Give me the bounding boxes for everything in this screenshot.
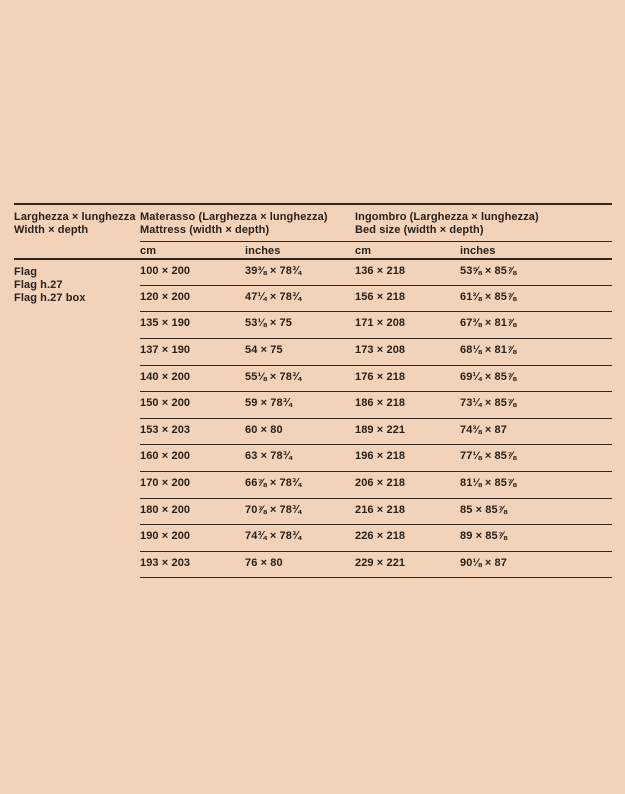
mattress-cm-value: 137 × 190: [140, 337, 245, 365]
mattress-inches-value: 76 × 80: [245, 551, 355, 578]
bed-inches-value: 74⅜ × 87: [460, 417, 612, 445]
mattress-cm-value: 180 × 200: [140, 497, 245, 525]
mattress-inches-value: 74¾ × 78¾: [245, 524, 355, 551]
bed-inches-value: 89 × 85⅞: [460, 524, 612, 551]
mattress-cm-value: 135 × 190: [140, 311, 245, 338]
bed-cm-value: 176 × 218: [355, 364, 460, 392]
column-header-bedsize-en: Bed size (width × depth): [355, 224, 484, 236]
bed-inches-value: 61⅜ × 85⅞: [460, 284, 612, 312]
mattress-inches-value: 53⅛ × 75: [245, 311, 355, 338]
bed-inches-value: 67⅜ × 81⅞: [460, 311, 612, 338]
bed-inches-value: 69¼ × 85⅞: [460, 364, 612, 392]
mattress-inches-value: 63 × 78¾: [245, 444, 355, 471]
unit-header-bed-inches: inches: [460, 241, 612, 258]
bed-inches-value: 90⅛ × 87: [460, 551, 612, 578]
mattress-inches-value: 54 × 75: [245, 337, 355, 365]
mattress-cm-value: 160 × 200: [140, 444, 245, 471]
product-label-flag-h27-box: Flag h.27 box: [14, 292, 86, 304]
unit-header-spacer: [14, 241, 140, 258]
bed-cm-value: 229 × 221: [355, 551, 460, 578]
mattress-cm-value: 190 × 200: [140, 524, 245, 551]
mattress-inches-value: 70⅞ × 78¾: [245, 497, 355, 525]
mattress-cm-value: 140 × 200: [140, 364, 245, 392]
column-header-mattress-it: Materasso (Larghezza × lunghezza): [140, 211, 328, 223]
product-label-flag-h27: Flag h.27: [14, 279, 63, 291]
column-header-dimensions-it: Larghezza × lunghezza: [14, 211, 136, 223]
mattress-cm-value: 193 × 203: [140, 551, 245, 578]
bed-cm-value: 136 × 218: [355, 258, 460, 285]
column-header-dimensions: Larghezza × lunghezza Width × depth: [14, 203, 140, 241]
bed-inches-value: 85 × 85⅞: [460, 497, 612, 525]
dimensions-table: Larghezza × lunghezza Width × depth Mate…: [14, 203, 612, 578]
unit-header-mattress-cm: cm: [140, 241, 245, 258]
bed-cm-value: 156 × 218: [355, 284, 460, 312]
bed-cm-value: 171 × 208: [355, 311, 460, 338]
mattress-inches-value: 66⅞ × 78¾: [245, 471, 355, 498]
bed-cm-value: 196 × 218: [355, 444, 460, 471]
mattress-cm-value: 170 × 200: [140, 471, 245, 498]
mattress-inches-value: 59 × 78¾: [245, 391, 355, 418]
mattress-cm-value: 153 × 203: [140, 417, 245, 445]
product-labels: Flag Flag h.27 Flag h.27 box: [14, 258, 140, 578]
bed-cm-value: 189 × 221: [355, 417, 460, 445]
mattress-cm-value: 100 × 200: [140, 258, 245, 285]
bed-cm-value: 206 × 218: [355, 471, 460, 498]
unit-header-mattress-inches: inches: [245, 241, 355, 258]
mattress-inches-value: 39⅜ × 78¾: [245, 258, 355, 285]
column-header-bedsize-it: Ingombro (Larghezza × lunghezza): [355, 211, 539, 223]
bed-cm-value: 186 × 218: [355, 391, 460, 418]
bed-cm-value: 216 × 218: [355, 497, 460, 525]
mattress-cm-value: 120 × 200: [140, 284, 245, 312]
bed-inches-value: 73¼ × 85⅞: [460, 391, 612, 418]
bed-inches-value: 53⅝ × 85⅞: [460, 258, 612, 285]
column-header-bedsize: Ingombro (Larghezza × lunghezza) Bed siz…: [355, 203, 612, 241]
column-header-mattress-en: Mattress (width × depth): [140, 224, 270, 236]
product-label-flag: Flag: [14, 266, 38, 278]
mattress-inches-value: 60 × 80: [245, 417, 355, 445]
unit-header-bed-cm: cm: [355, 241, 460, 258]
bed-inches-value: 81⅛ × 85⅞: [460, 471, 612, 498]
column-header-mattress: Materasso (Larghezza × lunghezza) Mattre…: [140, 203, 355, 241]
bed-inches-value: 68⅛ × 81⅞: [460, 337, 612, 365]
bed-cm-value: 173 × 208: [355, 337, 460, 365]
column-header-dimensions-en: Width × depth: [14, 224, 89, 236]
bed-cm-value: 226 × 218: [355, 524, 460, 551]
bed-inches-value: 77⅛ × 85⅞: [460, 444, 612, 471]
mattress-inches-value: 55⅛ × 78¾: [245, 364, 355, 392]
mattress-cm-value: 150 × 200: [140, 391, 245, 418]
mattress-inches-value: 47¼ × 78¾: [245, 284, 355, 312]
